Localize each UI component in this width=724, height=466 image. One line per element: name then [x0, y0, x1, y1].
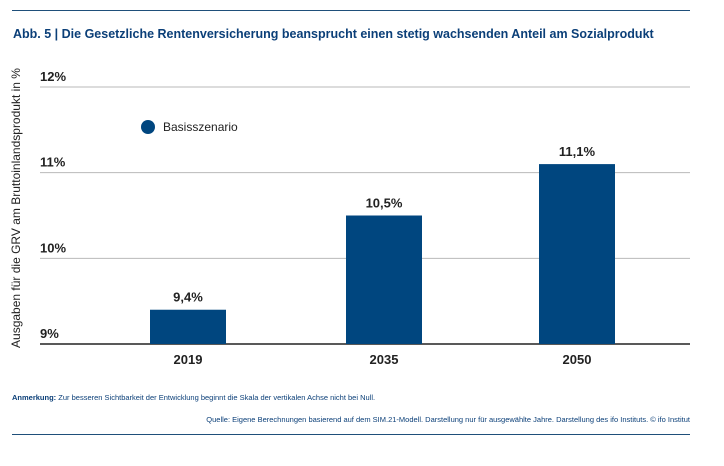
x-tick-label-2035: 2035 [370, 352, 399, 367]
bar-2035 [346, 215, 422, 344]
legend-label: Basisszenario [163, 120, 238, 134]
chart-source: Quelle: Eigene Berechnungen basierend au… [206, 415, 690, 424]
bar-2050 [539, 164, 615, 344]
x-tick-label-2019: 2019 [174, 352, 203, 367]
y-tick-label-10: 10% [40, 240, 66, 255]
note-label: Anmerkung: [12, 393, 57, 402]
y-tick-label-9: 9% [40, 326, 59, 341]
bar-2019 [150, 309, 226, 344]
x-tick-label-2050: 2050 [563, 352, 592, 367]
top-rule [12, 10, 690, 11]
bottom-rule [12, 434, 690, 435]
legend-marker [141, 120, 155, 134]
chart-title: Abb. 5 | Die Gesetzliche Rentenversicher… [13, 27, 654, 41]
value-label-2019: 9,4% [173, 290, 203, 305]
chart-note: Anmerkung: Zur besseren Sichtbarkeit der… [12, 393, 375, 402]
y-tick-label-12: 12% [40, 69, 66, 84]
value-label-2050: 11,1% [559, 144, 596, 159]
value-label-2035: 10,5% [366, 196, 403, 211]
note-text: Zur besseren Sichtbarkeit der Entwicklun… [58, 393, 376, 402]
y-tick-label-11: 11% [40, 155, 66, 170]
